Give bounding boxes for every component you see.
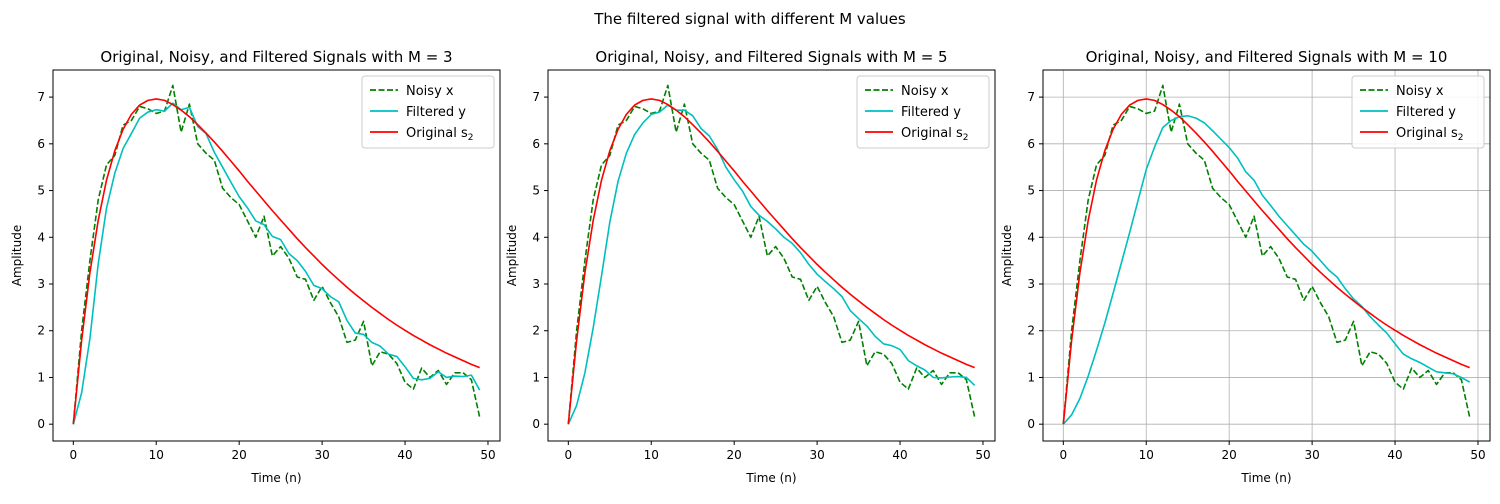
x-tick-label: 30: [314, 448, 329, 462]
figure-suptitle: The filtered signal with different M val…: [593, 10, 906, 28]
x-tick-label: 30: [1304, 448, 1319, 462]
y-tick-label: 6: [1027, 137, 1035, 151]
series-line-original-s: [1062, 98, 1470, 425]
y-tick-label: 4: [1027, 230, 1035, 244]
y-tick-label: 1: [532, 370, 540, 384]
legend-label: Filtered y: [901, 105, 961, 120]
x-tick-label: 30: [809, 448, 824, 462]
subplot-3: 0 10 20 30 40 50 0 1 2 3 4 5 6 7 Original, Noisy, and …: [1000, 48, 1491, 485]
legend-box: [1351, 75, 1485, 149]
x-tick-label: 40: [892, 448, 907, 462]
series-line-original-s: [567, 98, 975, 425]
y-tick-label: 4: [37, 230, 45, 244]
legend-label: Original s2: [901, 126, 969, 143]
y-tick-label: 7: [1027, 90, 1035, 104]
legend-label: Filtered y: [1396, 105, 1456, 120]
subplot-2: 0 10 20 30 40 50 0 1 2 3 4 5 6 7 Original, Noisy, and …: [505, 48, 996, 485]
y-tick-label: 1: [37, 370, 45, 384]
x-tick-label: 40: [397, 448, 412, 462]
x-tick-label: 10: [1139, 448, 1154, 462]
series-line-original-s: [72, 98, 480, 425]
subplot-1: 0 10 20 30 40 50 0 1 2 3 4 5 6 7 Original, Noisy, and …: [10, 48, 501, 485]
subplot-title: Original, Noisy, and Filtered Signals wi…: [1086, 48, 1448, 66]
legend-label: Original s2: [1396, 126, 1464, 143]
x-tick-label: 0: [564, 448, 572, 462]
y-tick-label: 1: [1027, 370, 1035, 384]
series-line-filtered-y: [72, 102, 481, 425]
y-tick-label: 0: [1027, 417, 1035, 431]
x-tick-label: 50: [480, 448, 495, 462]
y-tick-label: 0: [532, 417, 540, 431]
x-axis-label: Time (n): [1240, 471, 1291, 485]
series-line-noisy-x: [72, 84, 481, 425]
y-tick-label: 4: [532, 230, 540, 244]
y-tick-label: 6: [37, 137, 45, 151]
subplot-title: Original, Noisy, and Filtered Signals wi…: [100, 48, 452, 66]
legend-label: Original s2: [406, 126, 474, 143]
x-tick-label: 10: [149, 448, 164, 462]
y-tick-label: 5: [37, 184, 45, 198]
y-tick-label: 2: [37, 324, 45, 338]
y-tick-label: 7: [532, 90, 540, 104]
y-tick-label: 3: [532, 277, 540, 291]
x-tick-label: 0: [1059, 448, 1067, 462]
legend-label: Noisy x: [901, 84, 949, 99]
legend-box: [856, 75, 990, 149]
x-tick-label: 20: [727, 448, 742, 462]
series-line-filtered-y: [567, 104, 976, 425]
y-tick-label: 6: [532, 137, 540, 151]
legend: Noisy x Filtered y Original s2: [1351, 75, 1485, 149]
legend-label: Noisy x: [406, 84, 454, 99]
axes-frame: [547, 69, 996, 442]
axes-frame: [1042, 69, 1491, 442]
legend-label: Filtered y: [406, 105, 466, 120]
y-tick-label: 2: [1027, 324, 1035, 338]
legend: Noisy x Filtered y Original s2: [361, 75, 495, 149]
x-tick-label: 50: [975, 448, 990, 462]
x-tick-label: 50: [1470, 448, 1485, 462]
legend-box: [361, 75, 495, 149]
y-axis-label: Amplitude: [1000, 225, 1014, 287]
legend: Noisy x Filtered y Original s2: [856, 75, 990, 149]
x-tick-label: 0: [69, 448, 77, 462]
y-tick-label: 2: [532, 324, 540, 338]
series-line-noisy-x: [567, 84, 976, 425]
x-axis-label: Time (n): [745, 471, 796, 485]
y-tick-label: 3: [1027, 277, 1035, 291]
y-tick-label: 3: [37, 277, 45, 291]
y-tick-label: 5: [532, 184, 540, 198]
x-tick-label: 10: [644, 448, 659, 462]
y-axis-label: Amplitude: [505, 225, 519, 287]
x-tick-label: 40: [1387, 448, 1402, 462]
y-tick-label: 0: [37, 417, 45, 431]
subplot-title: Original, Noisy, and Filtered Signals wi…: [595, 48, 947, 66]
series-line-noisy-x: [1062, 84, 1471, 425]
y-tick-label: 7: [37, 90, 45, 104]
y-axis-label: Amplitude: [10, 225, 24, 287]
x-axis-label: Time (n): [250, 471, 301, 485]
legend-label: Noisy x: [1396, 84, 1444, 99]
series-line-filtered-y: [1062, 114, 1471, 425]
x-tick-label: 20: [232, 448, 247, 462]
axes-frame: [52, 69, 501, 442]
x-tick-label: 20: [1222, 448, 1237, 462]
y-tick-label: 5: [1027, 184, 1035, 198]
